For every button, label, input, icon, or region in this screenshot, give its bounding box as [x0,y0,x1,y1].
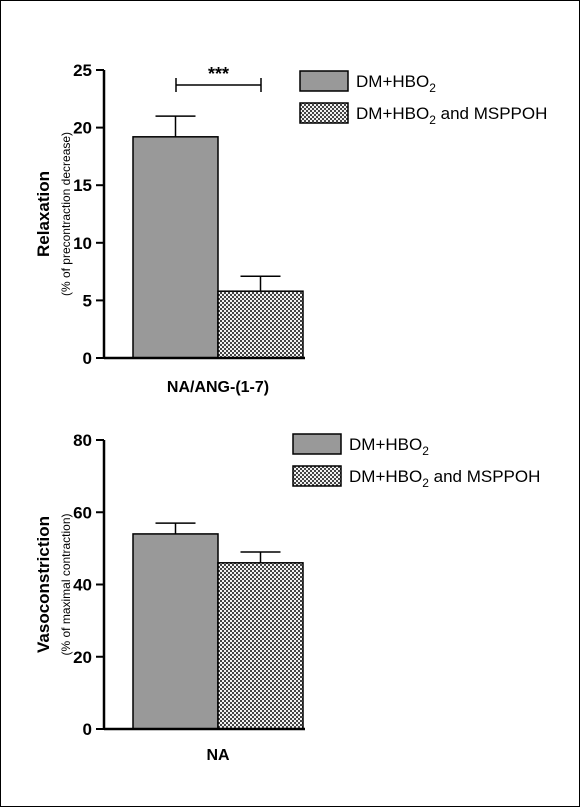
y-tick-label: 80 [73,431,92,450]
legend-label: DM+HBO2 [349,435,429,458]
y-axis-label: Relaxation [34,171,53,257]
y-tick-label: 0 [83,349,92,368]
bar-msppoh [217,562,304,730]
significance-label: *** [208,64,229,84]
y-tick-label: 20 [73,119,92,138]
legend-label: DM+HBO2 and MSPPOH [349,467,540,490]
category-label: NA [206,747,230,764]
y-axis-sublabel: (% of precontraction decrease) [59,132,73,296]
legend-swatch [299,70,349,92]
legend-label: DM+HBO2 [356,72,436,95]
bar-msppoh [217,290,304,359]
legend-swatch [292,433,342,455]
y-tick-label: 25 [73,61,92,80]
y-tick-label: 5 [83,291,92,310]
y-tick-label: 10 [73,234,92,253]
y-axis-label: Vasoconstriction [34,516,53,653]
chart-vasoconstriction: 0 20 40 60 80 Vasoconstriction (% of maximal c… [34,431,540,764]
y-tick-label: 40 [73,576,92,595]
y-tick-label: 60 [73,503,92,522]
chart-relaxation: 0 5 10 15 20 25 Relaxation (% of precontraction… [34,61,547,396]
y-tick-label: 15 [73,176,92,195]
bar-hbo2 [132,136,219,359]
category-label: NA/ANG-(1-7) [167,379,269,396]
legend-swatch [292,465,342,487]
legend-label: DM+HBO2 and MSPPOH [356,104,547,127]
legend-swatch [299,102,349,124]
y-tick-label: 0 [83,720,92,739]
y-tick-label: 20 [73,648,92,667]
bar-hbo2 [132,533,219,730]
y-axis-sublabel: (% of maximal contraction) [59,513,73,655]
